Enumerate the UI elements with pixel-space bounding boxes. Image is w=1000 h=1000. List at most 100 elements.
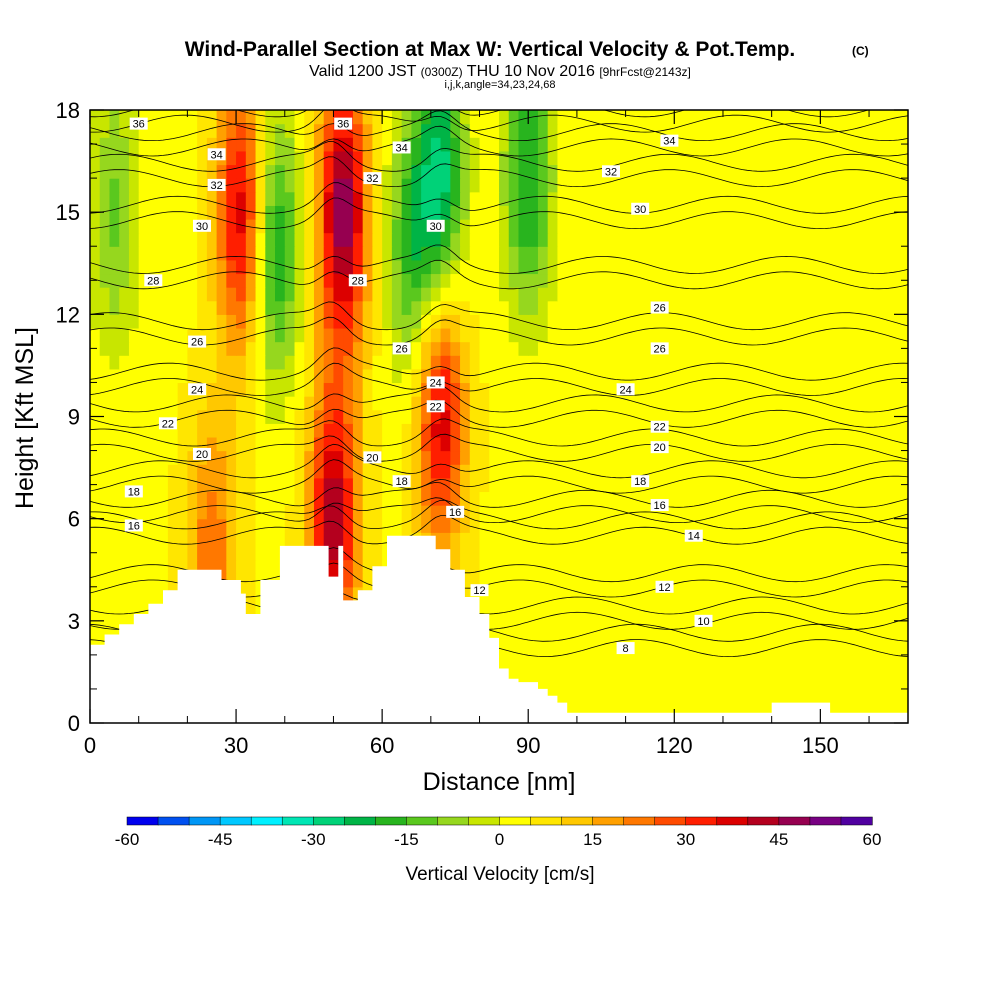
w-cell — [761, 300, 773, 315]
w-cell — [109, 559, 120, 574]
w-cell — [791, 396, 802, 411]
w-cell — [820, 382, 831, 397]
w-cell — [323, 287, 335, 302]
w-cell — [294, 477, 305, 493]
w-cell — [781, 654, 792, 670]
w-cell — [372, 368, 383, 384]
y-tick-label: 18 — [56, 98, 80, 123]
w-cell — [518, 110, 529, 125]
w-cell — [479, 355, 490, 370]
colorbar-swatch — [219, 816, 252, 826]
x-tick-label: 120 — [656, 733, 693, 758]
w-cell — [450, 559, 461, 574]
w-cell — [596, 559, 607, 574]
w-cell — [606, 327, 617, 343]
w-cell — [664, 178, 675, 193]
w-cell — [635, 178, 646, 193]
w-cell — [586, 641, 597, 656]
w-cell — [343, 518, 354, 533]
w-cell — [450, 491, 461, 506]
w-cell — [752, 150, 763, 166]
w-cell — [752, 341, 763, 356]
w-cell — [615, 246, 627, 261]
w-cell — [693, 205, 705, 220]
w-cell — [810, 614, 821, 629]
w-cell — [528, 191, 539, 206]
w-cell — [537, 110, 549, 125]
w-cell — [820, 573, 831, 588]
w-cell — [537, 614, 549, 629]
w-cell — [537, 300, 549, 315]
w-cell — [294, 123, 305, 138]
w-cell — [352, 300, 364, 315]
w-cell — [713, 464, 724, 479]
w-cell — [761, 178, 773, 193]
w-cell — [421, 491, 432, 506]
w-cell — [722, 641, 734, 656]
w-cell — [586, 355, 597, 370]
w-cell — [586, 505, 597, 520]
w-cell — [732, 477, 744, 493]
w-cell — [859, 654, 870, 670]
w-cell — [791, 532, 802, 547]
w-cell — [216, 409, 227, 424]
w-cell — [138, 436, 150, 452]
w-cell — [528, 409, 539, 424]
w-cell — [800, 273, 812, 288]
w-cell — [664, 409, 675, 424]
w-cell — [294, 191, 305, 206]
w-cell — [869, 246, 880, 261]
w-cell — [781, 641, 792, 656]
w-cell — [810, 123, 821, 138]
w-cell — [684, 205, 695, 220]
w-cell — [177, 205, 188, 220]
theta-contour-line — [90, 481, 908, 508]
w-cell — [625, 300, 636, 315]
w-cell — [119, 505, 130, 520]
w-cell — [820, 287, 831, 302]
w-cell — [742, 627, 753, 642]
theta-label-bg — [192, 447, 211, 460]
w-cell — [771, 409, 783, 424]
w-cell — [440, 436, 451, 452]
w-cell — [236, 491, 247, 506]
w-cell — [460, 436, 471, 452]
w-cell — [109, 150, 120, 166]
w-cell — [703, 668, 714, 683]
w-cell — [684, 518, 695, 533]
w-cell — [839, 273, 851, 288]
w-cell — [313, 382, 325, 397]
w-cell — [557, 382, 568, 397]
w-cell — [167, 341, 179, 356]
w-cell — [742, 314, 753, 329]
w-cell — [684, 341, 695, 356]
w-cell — [460, 559, 471, 574]
w-cell — [323, 300, 335, 315]
w-cell — [128, 409, 140, 424]
w-cell — [304, 436, 315, 452]
w-cell — [547, 573, 559, 588]
w-cell — [148, 545, 159, 561]
w-cell — [450, 178, 461, 193]
w-cell — [333, 450, 344, 465]
w-cell — [703, 178, 714, 193]
w-cell — [645, 368, 656, 384]
w-cell — [576, 491, 588, 506]
w-cell — [830, 423, 841, 438]
w-cell — [499, 505, 510, 520]
w-cell — [450, 246, 461, 261]
x-tick-label: 60 — [370, 733, 394, 758]
w-cell — [90, 164, 101, 179]
w-cell — [596, 287, 607, 302]
w-cell — [499, 150, 510, 166]
w-cell — [693, 450, 705, 465]
w-cell — [333, 300, 344, 315]
w-cell — [255, 382, 266, 397]
w-cell — [469, 518, 481, 533]
w-cell — [567, 464, 578, 479]
w-cell — [547, 627, 559, 642]
w-cell — [576, 314, 588, 329]
w-cell — [606, 110, 617, 125]
w-cell — [528, 464, 539, 479]
w-cell — [499, 409, 510, 424]
